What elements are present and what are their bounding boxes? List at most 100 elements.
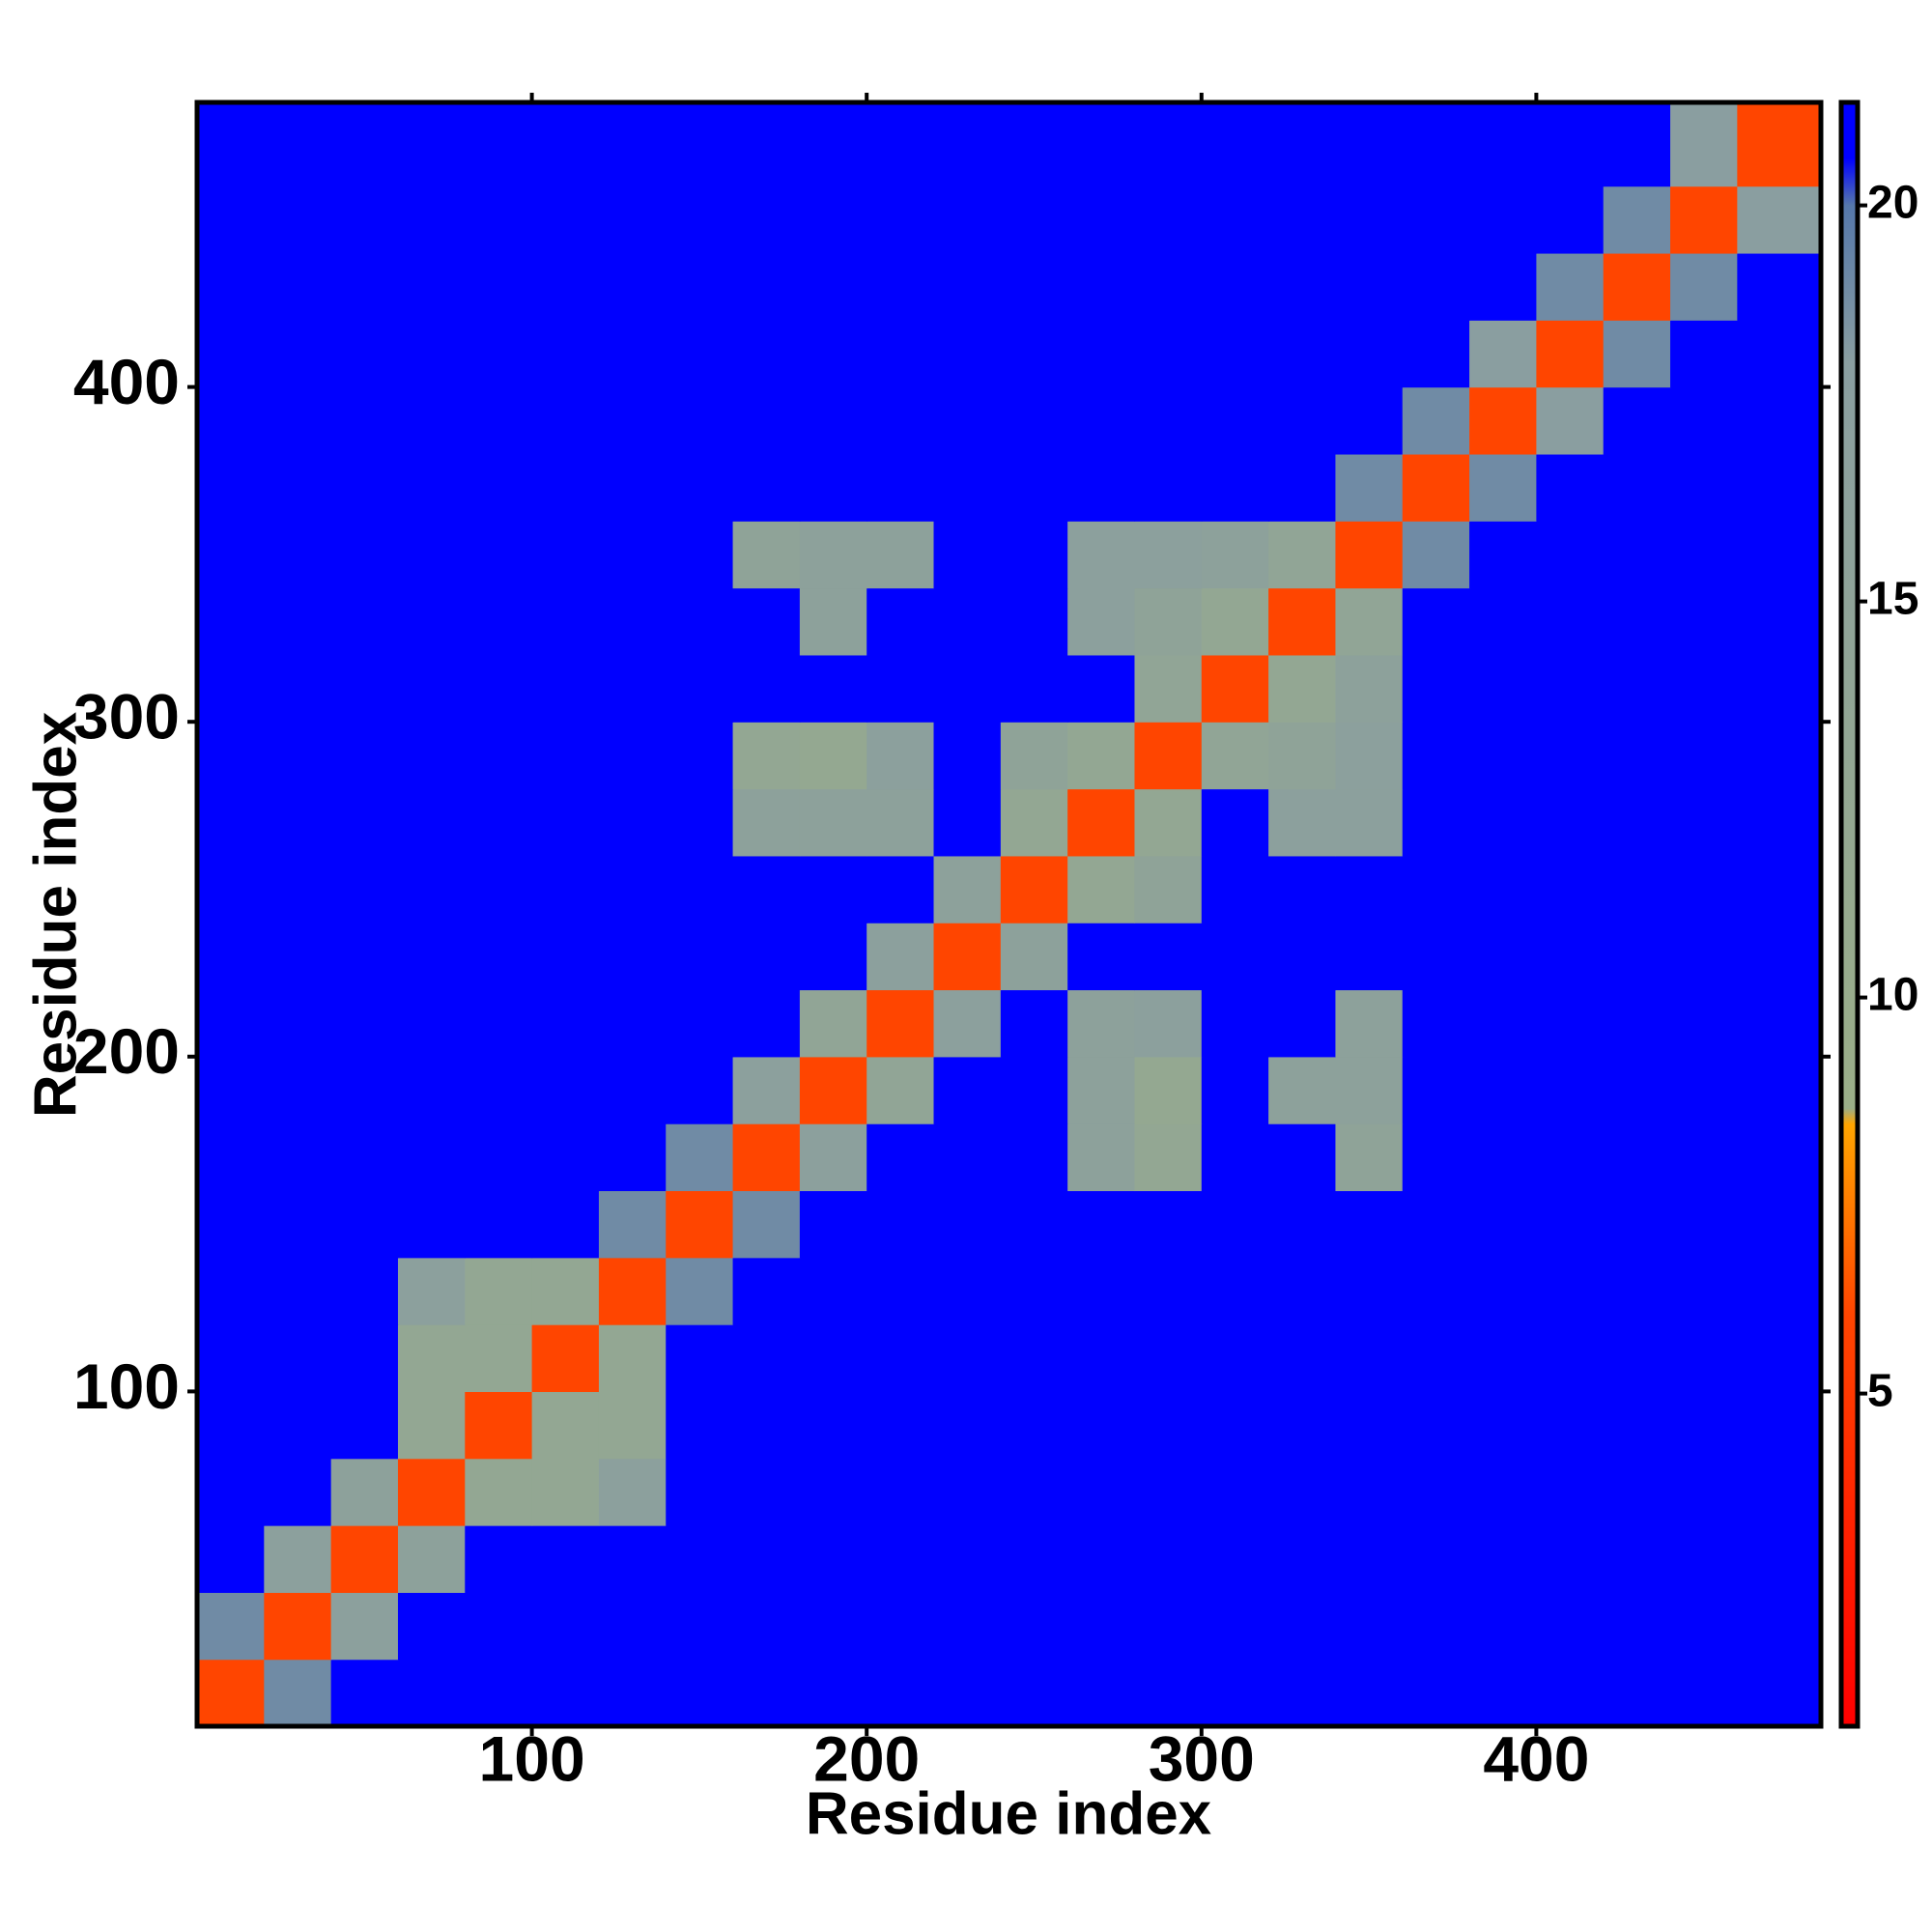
heatmap-cell [1469, 320, 1537, 388]
heatmap-cell [1536, 788, 1605, 857]
heatmap-cell [397, 320, 466, 388]
heatmap-cell [1536, 521, 1605, 589]
heatmap-cell [1134, 788, 1203, 857]
heatmap-cell [397, 453, 466, 522]
heatmap-cell [1469, 989, 1537, 1058]
heatmap-cell [1737, 1391, 1822, 1460]
heatmap-cell [1000, 453, 1068, 522]
heatmap-cell [1268, 1257, 1337, 1325]
heatmap-cell [465, 989, 533, 1058]
heatmap-cell [1268, 1458, 1337, 1526]
heatmap-cell [1335, 587, 1404, 656]
heatmap-cell [531, 1123, 600, 1192]
heatmap-cell [1201, 453, 1269, 522]
heatmap-cell [1402, 855, 1470, 923]
heatmap-cell [1000, 320, 1068, 388]
heatmap-cell [465, 453, 533, 522]
heatmap-cell [598, 185, 667, 254]
heatmap-cell [1603, 1257, 1671, 1325]
heatmap-cell [732, 1056, 801, 1124]
heatmap-cell [799, 722, 867, 790]
heatmap-cell [1536, 102, 1605, 187]
heatmap-cell [1335, 989, 1404, 1058]
heatmap-cell [1603, 855, 1671, 923]
heatmap-cell [264, 1525, 332, 1593]
heatmap-cell [732, 587, 801, 656]
heatmap-cell [666, 1123, 734, 1192]
heatmap-cell [1469, 722, 1537, 790]
heatmap-cell [1603, 1391, 1671, 1460]
heatmap-cell [1402, 722, 1470, 790]
colorbar-tick-label: 20 [1867, 177, 1918, 228]
heatmap-cell [531, 1592, 600, 1661]
heatmap-cell [1603, 1056, 1671, 1124]
heatmap-cell [1402, 185, 1470, 254]
heatmap-cell [1134, 386, 1203, 455]
heatmap-cell [197, 989, 265, 1058]
heatmap-cell [799, 453, 867, 522]
heatmap-cell [1469, 1458, 1537, 1526]
heatmap-cell [867, 788, 935, 857]
heatmap-cell [330, 1257, 399, 1325]
heatmap-cell [1670, 989, 1738, 1058]
heatmap-cell [1268, 722, 1337, 790]
heatmap-cell [1067, 252, 1136, 321]
heatmap-cell [598, 1525, 667, 1593]
heatmap-cell [1670, 788, 1738, 857]
heatmap-cell [732, 788, 801, 857]
heatmap-cell [666, 320, 734, 388]
heatmap-cell [732, 1525, 801, 1593]
heatmap-cell [933, 1391, 1002, 1460]
heatmap-cell [799, 1123, 867, 1192]
heatmap-cell [666, 923, 734, 991]
heatmap-cell [1201, 1257, 1269, 1325]
heatmap-cell [1402, 1257, 1470, 1325]
heatmap-cell [1670, 1123, 1738, 1192]
heatmap-cell [1000, 1592, 1068, 1661]
heatmap-cell [867, 1190, 935, 1259]
heatmap-cell [531, 320, 600, 388]
heatmap-cell [933, 923, 1002, 991]
heatmap-cell [1737, 587, 1822, 656]
heatmap-cell [465, 1190, 533, 1259]
heatmap-cell [1402, 252, 1470, 321]
heatmap-cell [799, 1592, 867, 1661]
heatmap-cell [1536, 654, 1605, 723]
heatmap-cell [1536, 722, 1605, 790]
heatmap-cell [264, 788, 332, 857]
heatmap-cell [465, 521, 533, 589]
heatmap-cell [867, 587, 935, 656]
heatmap-cell [1603, 320, 1671, 388]
heatmap-cell [598, 1659, 667, 1727]
heatmap-cell [1737, 788, 1822, 857]
heatmap-cell [799, 252, 867, 321]
heatmap-cell [867, 1458, 935, 1526]
heatmap-cell [1268, 1391, 1337, 1460]
heatmap-cell [867, 386, 935, 455]
heatmap-cell [1536, 1324, 1605, 1393]
heatmap-cell [264, 453, 332, 522]
colorbar [1838, 99, 1861, 1729]
heatmap-cell [1134, 1056, 1203, 1124]
heatmap-cell [867, 521, 935, 589]
heatmap-cell [666, 1592, 734, 1661]
heatmap-cell [732, 654, 801, 723]
heatmap-cell [1067, 1123, 1136, 1192]
heatmap-cell [1134, 1190, 1203, 1259]
heatmap-cell [1268, 102, 1337, 187]
heatmap-cell [1335, 788, 1404, 857]
heatmap-cell [1469, 102, 1537, 187]
heatmap-cell [666, 1525, 734, 1593]
heatmap-cell [1536, 587, 1605, 656]
heatmap-cell [1000, 587, 1068, 656]
heatmap-cell [197, 1324, 265, 1393]
heatmap-cell [1201, 654, 1269, 723]
heatmap-cell [799, 1257, 867, 1325]
heatmap-cell [264, 587, 332, 656]
heatmap-cell [1000, 788, 1068, 857]
heatmap-cell [1134, 1525, 1203, 1593]
heatmap-cell [1670, 855, 1738, 923]
heatmap-cell [867, 1056, 935, 1124]
heatmap-cell [867, 654, 935, 723]
